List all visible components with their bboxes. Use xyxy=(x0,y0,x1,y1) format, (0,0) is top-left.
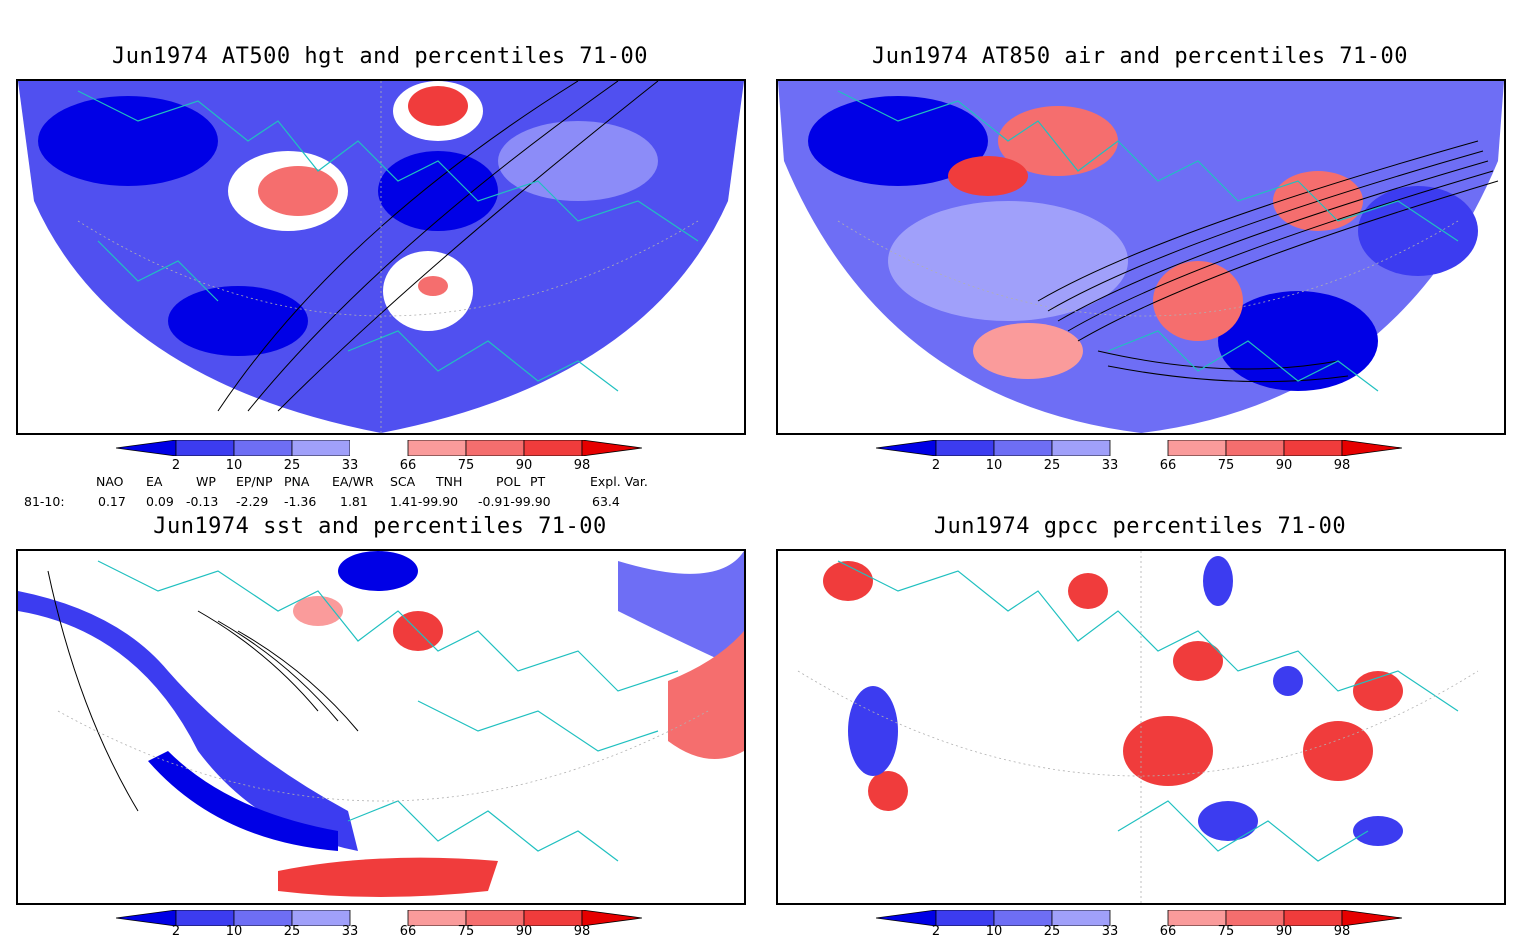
index-header: PNA xyxy=(284,474,310,489)
index-header: PT xyxy=(530,474,546,489)
index-value: 63.4 xyxy=(592,494,620,509)
colorbar-tick: 98 xyxy=(573,458,591,473)
colorbar-tick: 66 xyxy=(1159,924,1177,939)
colorbar-tick: 66 xyxy=(1159,458,1177,473)
index-header: Expl. Var. xyxy=(590,474,648,489)
colorbar-tick: 98 xyxy=(1333,458,1351,473)
index-value: 1.41-99.90 xyxy=(390,494,459,509)
colorbar-tick: 75 xyxy=(1217,458,1235,473)
colorbar-tick: 33 xyxy=(1101,924,1119,939)
panel-title-air850: Jun1974 AT850 air and percentiles 71-00 xyxy=(871,44,1409,69)
index-header: POL xyxy=(496,474,521,489)
index-value: 0.17 xyxy=(98,494,126,509)
panel-title-hgt500: Jun1974 AT500 hgt and percentiles 71-00 xyxy=(111,44,649,69)
map-hgt500-svg xyxy=(18,81,744,433)
colorbar-tick: 75 xyxy=(457,458,475,473)
colorbar-tick: 90 xyxy=(1275,458,1293,473)
index-value: -0.13 xyxy=(186,494,219,509)
map-air850-svg xyxy=(778,81,1504,433)
index-value: -2.29 xyxy=(236,494,269,509)
colorbar-tick: 10 xyxy=(225,924,243,939)
colorbar-tick: 10 xyxy=(985,458,1003,473)
colorbar-tick: 90 xyxy=(515,924,533,939)
colorbar-tick: 2 xyxy=(171,924,181,939)
index-header: EA xyxy=(146,474,163,489)
map-gpcc xyxy=(776,549,1506,905)
index-value: 0.09 xyxy=(146,494,174,509)
map-sst-svg xyxy=(18,551,744,903)
index-value: -1.36 xyxy=(284,494,317,509)
colorbar-tick: 66 xyxy=(399,458,417,473)
index-value: 1.81 xyxy=(340,494,368,509)
index-header: NAO xyxy=(96,474,124,489)
colorbar-tick: 2 xyxy=(931,458,941,473)
index-row-label: 81-10: xyxy=(24,494,65,509)
colorbar-tick: 2 xyxy=(171,458,181,473)
colorbar-tick: 25 xyxy=(283,924,301,939)
colorbar-tick: 33 xyxy=(341,458,359,473)
colorbar-tick: 98 xyxy=(573,924,591,939)
map-air850 xyxy=(776,79,1506,435)
colorbar-tick: 98 xyxy=(1333,924,1351,939)
colorbar-tick: 66 xyxy=(399,924,417,939)
map-sst xyxy=(16,549,746,905)
colorbar-tick: 25 xyxy=(1043,924,1061,939)
panel-title-gpcc: Jun1974 gpcc percentiles 71-00 xyxy=(933,514,1347,539)
colorbar-tick: 2 xyxy=(931,924,941,939)
colorbar-tick: 33 xyxy=(1101,458,1119,473)
index-header: WP xyxy=(196,474,216,489)
panel-title-sst: Jun1974 sst and percentiles 71-00 xyxy=(153,514,607,539)
index-header: EA/WR xyxy=(332,474,374,489)
colorbar-gpcc-svg xyxy=(875,909,1403,927)
index-header: EP/NP xyxy=(236,474,273,489)
colorbar-tick: 25 xyxy=(283,458,301,473)
colorbar-tick: 90 xyxy=(1275,924,1293,939)
colorbar-hgt500-svg xyxy=(115,439,643,457)
colorbar-tick: 75 xyxy=(1217,924,1235,939)
colorbar-tick: 75 xyxy=(457,924,475,939)
colorbar-tick: 90 xyxy=(515,458,533,473)
colorbar-tick: 33 xyxy=(341,924,359,939)
colorbar-air850: 2 10 25 33 66 75 90 98 xyxy=(875,439,1403,480)
map-hgt500 xyxy=(16,79,746,435)
index-header: SCA xyxy=(390,474,416,489)
colorbar-tick: 10 xyxy=(985,924,1003,939)
colorbar-air850-svg xyxy=(875,439,1403,457)
colorbar-tick: 10 xyxy=(225,458,243,473)
index-header: TNH xyxy=(436,474,463,489)
colorbar-hgt500: 2 10 25 33 66 75 90 98 xyxy=(115,439,643,480)
colorbar-gpcc: 2 10 25 33 66 75 90 98 xyxy=(875,909,1403,950)
map-gpcc-svg xyxy=(797,551,1479,903)
index-value: -0.91-99.90 xyxy=(478,494,551,509)
colorbar-tick: 25 xyxy=(1043,458,1061,473)
colorbar-sst: 2 10 25 33 66 75 90 98 xyxy=(115,909,643,950)
